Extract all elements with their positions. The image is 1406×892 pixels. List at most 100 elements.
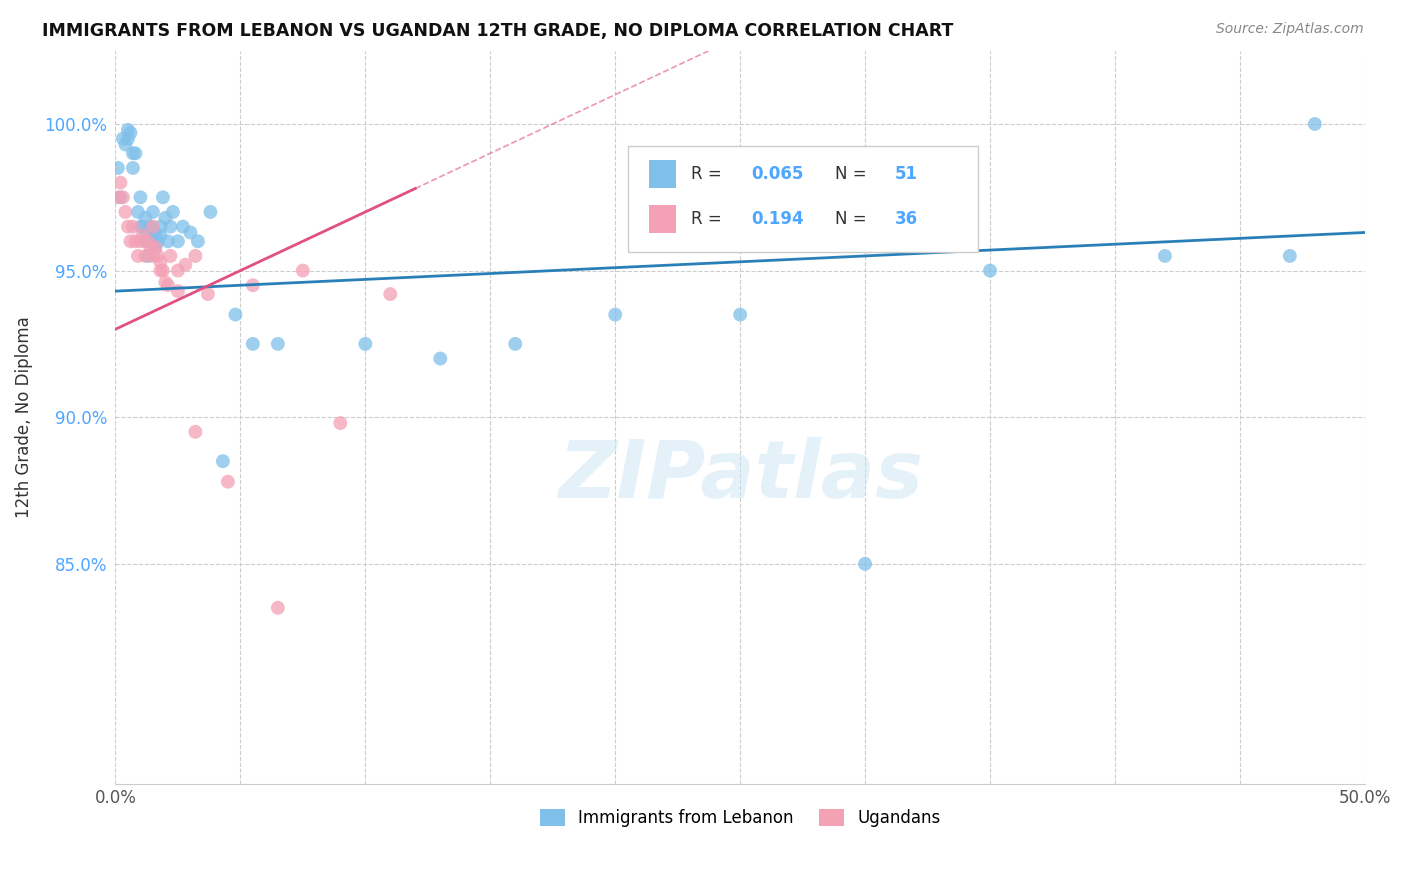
Text: R =: R = xyxy=(692,211,727,228)
Point xyxy=(184,425,207,439)
Point xyxy=(242,337,264,351)
Point xyxy=(156,278,179,293)
FancyBboxPatch shape xyxy=(627,146,977,252)
Point xyxy=(149,228,172,243)
Point xyxy=(127,205,149,219)
Point xyxy=(197,287,219,301)
Point xyxy=(129,234,152,248)
FancyBboxPatch shape xyxy=(650,160,676,187)
Point xyxy=(142,205,165,219)
Point xyxy=(1278,249,1301,263)
Point xyxy=(129,219,152,234)
Point xyxy=(187,234,209,248)
Point xyxy=(167,263,190,277)
Text: 51: 51 xyxy=(896,165,918,183)
Point xyxy=(117,131,139,145)
Text: R =: R = xyxy=(692,165,727,183)
Text: 0.194: 0.194 xyxy=(751,211,804,228)
Point xyxy=(120,234,142,248)
Point xyxy=(149,219,172,234)
Point xyxy=(145,228,167,243)
Point xyxy=(132,228,155,243)
Point xyxy=(124,234,146,248)
Point xyxy=(149,254,172,268)
Point xyxy=(139,234,162,248)
Point xyxy=(149,263,172,277)
Point xyxy=(122,219,145,234)
Point xyxy=(136,226,159,240)
Text: N =: N = xyxy=(835,165,872,183)
Point xyxy=(146,249,169,263)
Point xyxy=(172,219,194,234)
Point xyxy=(291,263,314,277)
Point xyxy=(111,190,134,204)
Point xyxy=(146,234,169,248)
Y-axis label: 12th Grade, No Diploma: 12th Grade, No Diploma xyxy=(15,317,32,518)
Point xyxy=(114,137,136,152)
Point xyxy=(134,234,156,248)
Text: 0.065: 0.065 xyxy=(751,165,804,183)
Point xyxy=(117,123,139,137)
Point xyxy=(139,219,162,234)
Point xyxy=(184,249,207,263)
Text: IMMIGRANTS FROM LEBANON VS UGANDAN 12TH GRADE, NO DIPLOMA CORRELATION CHART: IMMIGRANTS FROM LEBANON VS UGANDAN 12TH … xyxy=(42,22,953,40)
FancyBboxPatch shape xyxy=(650,205,676,233)
Point xyxy=(212,454,235,468)
Point xyxy=(224,308,246,322)
Point xyxy=(142,249,165,263)
Point xyxy=(139,240,162,254)
Point xyxy=(159,219,181,234)
Point xyxy=(145,240,167,254)
Point xyxy=(242,278,264,293)
Point xyxy=(1303,117,1326,131)
Point xyxy=(129,190,152,204)
Point xyxy=(134,249,156,263)
Point xyxy=(162,205,184,219)
Point xyxy=(124,146,146,161)
Point xyxy=(132,219,155,234)
Point xyxy=(152,263,174,277)
Point xyxy=(155,276,177,290)
Point xyxy=(329,416,352,430)
Point xyxy=(200,205,222,219)
Point xyxy=(380,287,402,301)
Point xyxy=(111,131,134,145)
Point xyxy=(156,234,179,248)
Point xyxy=(429,351,451,366)
Point xyxy=(107,190,129,204)
Point xyxy=(503,337,526,351)
Point xyxy=(122,161,145,175)
Text: Source: ZipAtlas.com: Source: ZipAtlas.com xyxy=(1216,22,1364,37)
Legend: Immigrants from Lebanon, Ugandans: Immigrants from Lebanon, Ugandans xyxy=(540,808,941,827)
Text: ZIPatlas: ZIPatlas xyxy=(558,437,922,515)
Point xyxy=(122,146,145,161)
Point xyxy=(267,600,290,615)
Point xyxy=(114,205,136,219)
Point xyxy=(267,337,290,351)
Point xyxy=(127,249,149,263)
Point xyxy=(1154,249,1177,263)
Point xyxy=(728,308,751,322)
Point xyxy=(134,211,156,225)
Point xyxy=(155,211,177,225)
Point xyxy=(853,557,876,571)
Point xyxy=(174,258,197,272)
Point xyxy=(354,337,377,351)
Text: 36: 36 xyxy=(896,211,918,228)
Point xyxy=(107,161,129,175)
Point xyxy=(167,284,190,298)
Point xyxy=(217,475,239,489)
Point xyxy=(179,226,201,240)
Point xyxy=(159,249,181,263)
Point xyxy=(979,263,1001,277)
Point xyxy=(152,190,174,204)
Text: N =: N = xyxy=(835,211,872,228)
Point xyxy=(167,234,190,248)
Point xyxy=(145,240,167,254)
Point xyxy=(605,308,627,322)
Point xyxy=(110,190,132,204)
Point xyxy=(136,249,159,263)
Point xyxy=(142,219,165,234)
Point xyxy=(120,126,142,140)
Point xyxy=(110,176,132,190)
